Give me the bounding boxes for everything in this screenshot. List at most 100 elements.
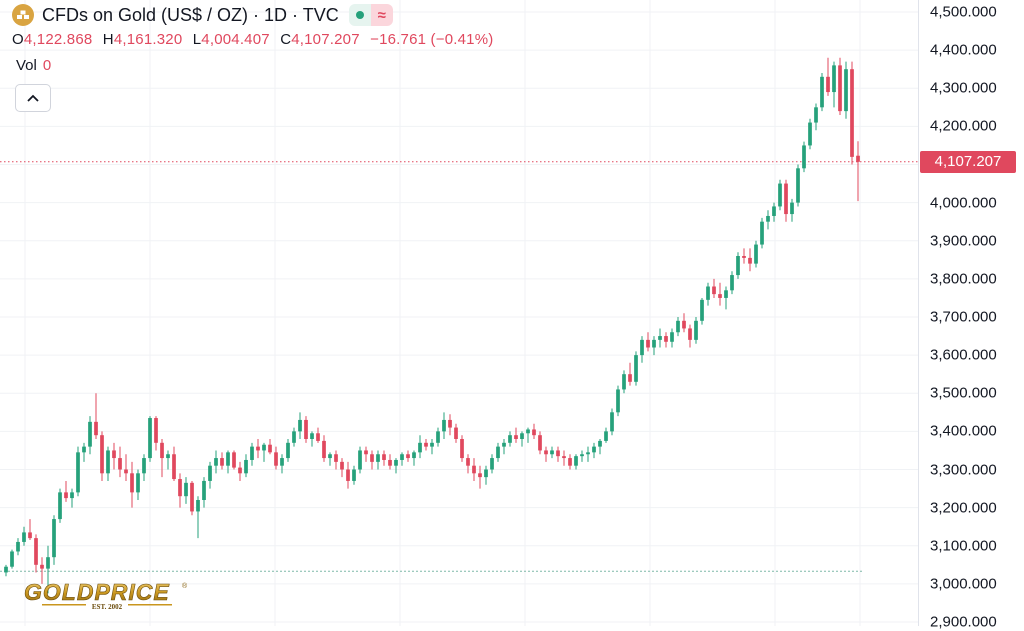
candle-body [634, 355, 638, 382]
candle-body [202, 480, 206, 500]
candle-body [328, 454, 332, 459]
candle-body [406, 454, 410, 459]
candle-body [808, 122, 812, 146]
y-tick-label: 4,500.000 [930, 3, 997, 21]
candle-body [268, 444, 272, 453]
candle-body [586, 452, 590, 455]
candle-body [760, 221, 764, 245]
candle-body [484, 469, 488, 478]
candle-body [826, 76, 830, 93]
candle-body [628, 374, 632, 382]
approx-wave-icon: ≈ [370, 4, 393, 26]
candle-body [796, 168, 800, 203]
candle-body [496, 446, 500, 459]
candle-body [424, 442, 428, 447]
candle-body [556, 450, 560, 457]
candle-body [64, 492, 68, 499]
candle-body [172, 454, 176, 480]
candle-body [226, 452, 230, 466]
candle-body [838, 65, 842, 112]
candle-body [16, 541, 20, 552]
candle-body [580, 454, 584, 457]
candle-body [754, 244, 758, 264]
candle-body [208, 465, 212, 481]
candle-body [514, 435, 518, 439]
goldprice-logo: GOLDPRICE ® EST. 2002 [24, 579, 188, 611]
high-label: H [102, 31, 114, 48]
candle-body [112, 450, 116, 459]
candle-body [418, 442, 422, 453]
candle-body [706, 286, 710, 300]
y-tick-label: 3,400.000 [930, 422, 997, 440]
candle-body [466, 458, 470, 466]
candle-body [526, 429, 530, 434]
candle-body [232, 452, 236, 468]
candle-body [310, 433, 314, 439]
candle-body [154, 418, 158, 443]
candle-body [214, 458, 218, 466]
candle-body [718, 294, 722, 298]
candle-body [550, 450, 554, 455]
candle-body [136, 473, 140, 493]
candle-body [820, 76, 824, 108]
y-tick-label: 2,900.000 [930, 613, 997, 631]
candle-body [676, 320, 680, 333]
candle-body [538, 435, 542, 451]
candle-body [190, 482, 194, 512]
candle-body [736, 256, 740, 276]
change-value: −16.761 (−0.41%) [370, 31, 494, 48]
candle-body [46, 557, 50, 569]
candle-body [640, 339, 644, 356]
candle-body [10, 551, 14, 567]
candle-body [670, 332, 674, 342]
candle-body [568, 458, 572, 466]
candle-body [352, 469, 356, 481]
market-status-badge[interactable]: ≈ [348, 4, 393, 26]
candle-body [292, 431, 296, 443]
volume-label: Vol [16, 57, 37, 74]
candle-body [298, 419, 302, 432]
candle-body [562, 456, 566, 459]
y-tick-label: 4,400.000 [930, 41, 997, 59]
candle-body [502, 442, 506, 447]
candle-body [616, 389, 620, 413]
candle-body [814, 107, 818, 123]
y-tick-label: 3,100.000 [930, 537, 997, 555]
candle-body [748, 257, 752, 264]
candle-body [412, 452, 416, 459]
candle-body [646, 339, 650, 348]
candle-body [490, 458, 494, 470]
candle-body [598, 440, 602, 447]
chevron-up-icon [27, 94, 39, 102]
candle-body [274, 452, 278, 466]
symbol-title[interactable]: CFDs on Gold (US$ / OZ) · 1D · TVC [42, 4, 339, 25]
candle-body [844, 69, 848, 112]
volume-readout: Vol 0 [16, 57, 51, 74]
candle-body [520, 433, 524, 439]
candle-body [376, 454, 380, 462]
candle-body [364, 450, 368, 455]
candle-body [118, 458, 122, 470]
candle-body [304, 419, 308, 439]
low-label: L [192, 31, 202, 48]
candle-body [76, 452, 80, 493]
candle-body [850, 69, 854, 157]
candle-body [778, 183, 782, 207]
candle-body [166, 454, 170, 459]
y-tick-label: 3,900.000 [930, 232, 997, 250]
candle-body [508, 435, 512, 443]
candle-body [724, 290, 728, 298]
collapse-legend-button[interactable] [15, 84, 51, 112]
candle-body [334, 454, 338, 462]
close-value: 4,107.207 [291, 31, 360, 48]
candle-body [70, 492, 74, 499]
y-tick-label: 3,800.000 [930, 270, 997, 288]
candle-body [592, 446, 596, 453]
candle-body [52, 519, 56, 558]
current-price-label: 4,107.207 [920, 150, 1016, 173]
candle-body [442, 419, 446, 432]
candle-body [286, 442, 290, 459]
candle-body [316, 433, 320, 441]
